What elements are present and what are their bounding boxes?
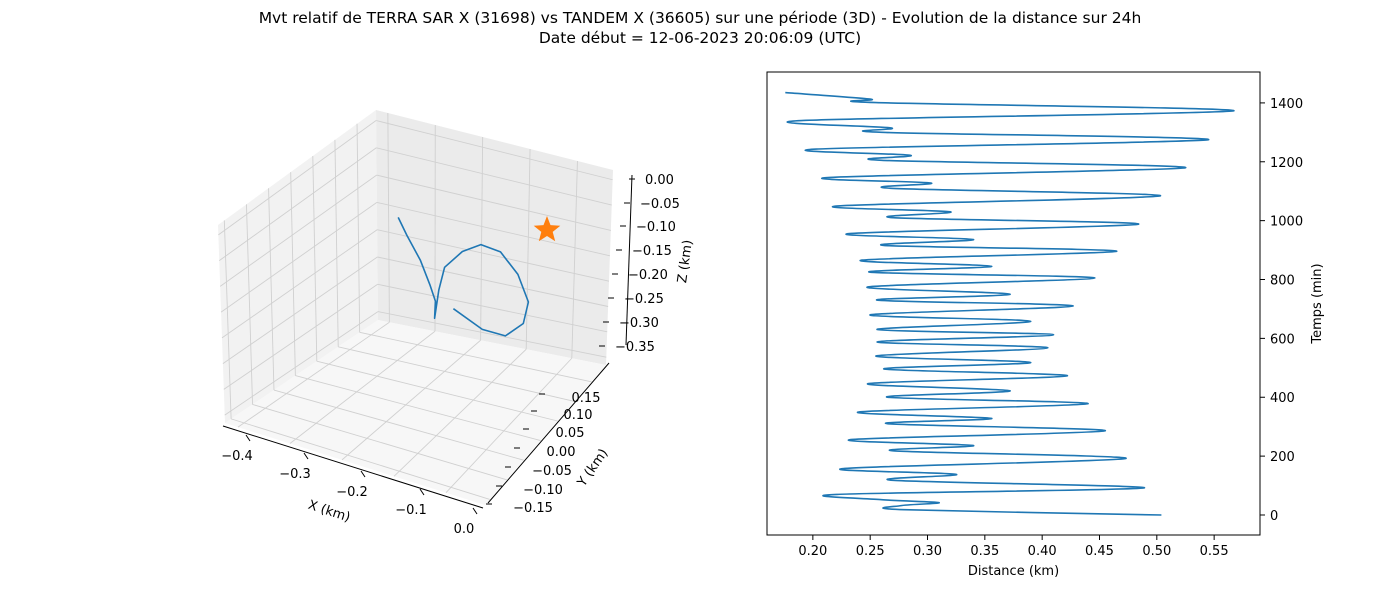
z-tick-label: −0.05	[640, 197, 680, 212]
grid-line	[338, 346, 575, 402]
grid-line	[480, 136, 484, 341]
x-tick-label: 0.25	[856, 544, 885, 559]
grid-line	[252, 404, 507, 481]
plot-3d-trajectory: −0.4−0.3−0.2−0.10.0X (km) −0.15−0.10−0.05…	[218, 110, 696, 537]
y-tick-label: 0.15	[572, 391, 601, 406]
z-tick-label: −0.35	[615, 340, 655, 355]
x-tick-mark	[472, 507, 478, 515]
grid-line	[222, 256, 378, 364]
z-axis-label: Z (km)	[675, 239, 696, 284]
reference-star-marker	[533, 216, 561, 242]
y-axis-label: Temps (min)	[1310, 263, 1325, 344]
grid-line	[223, 220, 232, 419]
grid-line	[387, 112, 390, 323]
figure-subtitle: Date début = 12-06-2023 20:06:09 (UTC)	[538, 29, 862, 47]
grid-line	[377, 283, 608, 333]
grid-line	[525, 148, 531, 350]
z-tick-label: 0.00	[645, 173, 674, 188]
grid-line	[290, 172, 296, 376]
grid-line	[377, 311, 607, 358]
y-tick-label: 0.10	[564, 408, 593, 423]
x-tick-label: 0.30	[913, 544, 942, 559]
y-tick-label: 400	[1270, 391, 1295, 406]
x-tick-mark	[303, 452, 309, 460]
grid-line	[221, 229, 378, 339]
grid-line	[376, 174, 611, 231]
figure-title: Mvt relatif de TERRA SAR X (31698) vs TA…	[258, 9, 1142, 27]
grid-line	[571, 160, 578, 359]
grid-line	[224, 311, 379, 416]
grid-line	[220, 202, 378, 313]
grid-line	[218, 147, 377, 262]
pane-floor	[225, 320, 606, 505]
grid-line	[273, 389, 524, 461]
grid-line	[230, 418, 490, 500]
grid-line	[377, 229, 610, 282]
z-tick-label: −0.25	[624, 292, 664, 307]
x-tick-label: −0.4	[221, 449, 253, 464]
y-tick-label: 800	[1270, 274, 1295, 289]
z-tick-label: −0.30	[619, 316, 659, 331]
y-tick-label: −0.15	[513, 501, 553, 516]
z-axis-line	[625, 174, 633, 346]
grid-line	[376, 201, 611, 257]
y-axis-line	[487, 362, 610, 504]
z-tick-label: −0.20	[628, 268, 668, 283]
y-tick-label: 600	[1270, 332, 1295, 347]
y-tick-label: 1000	[1270, 215, 1303, 230]
grid-line	[295, 375, 541, 442]
z-tick-label: −0.10	[636, 220, 676, 235]
grid-line	[237, 321, 390, 428]
x-tick-label: 0.0	[454, 522, 475, 537]
plot-frame	[766, 71, 1261, 536]
grid-line	[268, 188, 275, 391]
grid-line	[376, 147, 612, 206]
grid-line	[245, 204, 253, 405]
y-tick-label: 0.05	[556, 426, 585, 441]
grid-line	[334, 139, 339, 347]
x-tick-mark	[245, 434, 251, 442]
x-tick-label: 0.50	[1142, 544, 1171, 559]
grid-line	[341, 339, 481, 461]
y-tick-label: 0	[1270, 509, 1278, 524]
grid-line	[375, 120, 613, 181]
z-tick-label: −0.15	[632, 244, 672, 259]
grid-line	[316, 360, 558, 422]
x-tick-label: 0.45	[1085, 544, 1114, 559]
x-tick-label: 0.40	[1028, 544, 1057, 559]
x-tick-label: −0.3	[279, 467, 311, 482]
y-tick-label: −0.10	[523, 483, 563, 498]
grid-line	[393, 348, 527, 477]
x-tick-label: 0.35	[970, 544, 999, 559]
x-tick-label: −0.2	[336, 485, 368, 500]
grid-line	[312, 155, 318, 362]
x-tick-mark	[419, 488, 425, 496]
x-tick-mark	[360, 470, 366, 478]
x-axis-line	[222, 425, 484, 509]
y-tick-label: 1200	[1270, 156, 1303, 171]
grid-line	[289, 330, 436, 444]
x-tick-label: −0.1	[395, 503, 427, 518]
distance-series-line	[785, 91, 1235, 516]
y-tick-label: 200	[1270, 450, 1295, 465]
x-tick-label: 0.55	[1200, 544, 1229, 559]
trajectory-line	[397, 217, 530, 337]
grid-line	[445, 357, 573, 494]
grid-line	[356, 123, 361, 333]
y-tick-label: 0.00	[547, 445, 576, 460]
grid-line	[223, 283, 378, 390]
y-tick-label: −0.05	[532, 464, 572, 479]
grid-line	[359, 331, 592, 383]
x-tick-label: 0.20	[798, 544, 827, 559]
grid-line	[219, 174, 377, 287]
y-tick-label: 1400	[1270, 97, 1303, 112]
grid-line	[377, 256, 609, 307]
grid-line	[218, 120, 377, 236]
x-axis-label: Distance (km)	[968, 564, 1059, 579]
